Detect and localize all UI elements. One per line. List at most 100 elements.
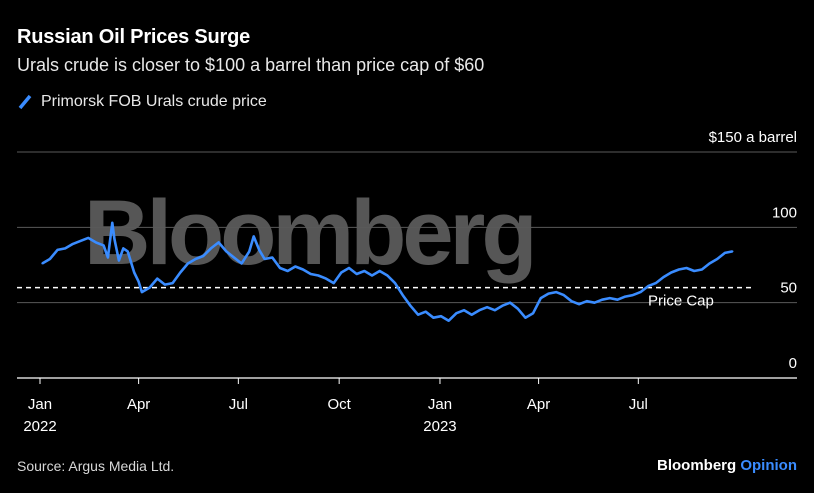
data-point <box>532 312 534 315</box>
data-point <box>654 282 657 284</box>
data-point <box>113 238 116 241</box>
data-point <box>118 259 120 262</box>
y-tick-label: 0 <box>789 355 797 372</box>
data-point <box>332 282 335 284</box>
y-tick-label: 100 <box>772 204 797 221</box>
brand-logo: Bloomberg Opinion <box>657 457 797 474</box>
price-cap-label: Price Cap <box>648 293 714 310</box>
data-point <box>432 316 435 319</box>
data-point <box>624 295 627 298</box>
data-point <box>601 298 603 301</box>
data-point <box>194 258 197 260</box>
data-point <box>708 262 711 265</box>
data-point <box>470 313 473 316</box>
chart-title: Russian Oil Prices Surge <box>17 26 251 48</box>
data-point <box>593 301 596 304</box>
data-point <box>309 273 312 275</box>
data-point <box>271 256 274 259</box>
data-point <box>570 300 573 303</box>
data-point <box>79 240 82 242</box>
data-point <box>363 270 366 272</box>
data-point <box>64 247 67 250</box>
data-point <box>371 274 373 277</box>
y-tick-label: $150 a barrel <box>709 129 797 146</box>
data-point <box>294 265 297 268</box>
data-point <box>478 309 481 312</box>
data-point <box>386 274 389 277</box>
data-point <box>355 273 358 275</box>
x-tick-label: Jan <box>428 396 452 413</box>
data-point <box>662 276 665 278</box>
brand-main: Bloomberg <box>657 457 737 474</box>
data-point <box>179 271 182 274</box>
data-point <box>187 262 189 265</box>
data-point <box>447 319 450 322</box>
data-point <box>693 270 696 272</box>
data-point <box>585 300 588 303</box>
x-tick-label: Oct <box>327 396 351 413</box>
data-point <box>156 277 159 280</box>
data-point <box>524 316 527 319</box>
data-point <box>258 249 261 251</box>
data-point <box>616 298 619 301</box>
data-point <box>348 267 350 269</box>
data-point <box>210 247 212 250</box>
data-point <box>263 258 266 260</box>
data-point <box>202 255 205 257</box>
data-point <box>731 250 734 253</box>
brand-accent: Opinion <box>740 457 797 474</box>
data-point <box>486 306 488 309</box>
data-point <box>409 304 412 307</box>
x-tick-label: Jul <box>229 396 248 413</box>
data-point <box>578 303 580 306</box>
x-tick-year-label: 2022 <box>23 418 56 435</box>
data-point <box>555 291 557 293</box>
source-note: Source: Argus Media Ltd. <box>17 458 175 474</box>
data-point <box>608 297 611 299</box>
data-point <box>678 268 680 271</box>
data-point <box>126 250 129 253</box>
data-point <box>317 274 320 277</box>
legend-label: Primorsk FOB Urals crude price <box>41 93 267 110</box>
data-point <box>56 249 59 251</box>
data-point <box>325 277 327 280</box>
data-point <box>516 307 519 310</box>
series-line-urals-price <box>41 221 733 322</box>
data-point <box>724 252 726 254</box>
data-point <box>455 312 458 315</box>
data-point <box>378 270 381 272</box>
data-point <box>240 262 243 265</box>
price-cap-line: Price Cap <box>17 286 752 310</box>
data-point <box>509 301 511 304</box>
data-point <box>279 267 281 269</box>
x-axis-labels: Jan 2022 Apr Jul Oct Jan 2023 Apr Jul <box>23 378 648 435</box>
data-point <box>286 270 289 272</box>
chart-subtitle: Urals crude is closer to $100 a barrel t… <box>17 55 485 75</box>
legend-swatch-icon <box>18 94 32 110</box>
data-point <box>72 243 74 245</box>
data-point <box>111 221 114 224</box>
data-point <box>122 247 125 250</box>
data-point <box>102 244 105 247</box>
data-point <box>440 315 442 318</box>
data-point <box>252 235 255 238</box>
data-point <box>225 250 228 253</box>
y-axis-labels: 0 50 100 $150 a barrel <box>709 129 797 372</box>
x-tick-label: Apr <box>527 396 550 413</box>
data-point <box>248 250 251 253</box>
x-tick-label: Jul <box>629 396 648 413</box>
data-point <box>217 241 220 244</box>
data-point <box>95 241 97 244</box>
data-point <box>493 309 496 312</box>
data-point <box>547 292 550 295</box>
data-point <box>302 268 304 271</box>
data-point <box>141 291 143 293</box>
data-point <box>501 304 504 307</box>
data-point <box>639 291 642 293</box>
series-group <box>41 221 734 322</box>
data-point <box>424 310 427 313</box>
data-point <box>87 237 90 239</box>
data-point <box>107 256 109 259</box>
data-point <box>171 282 174 284</box>
data-point <box>463 309 465 312</box>
